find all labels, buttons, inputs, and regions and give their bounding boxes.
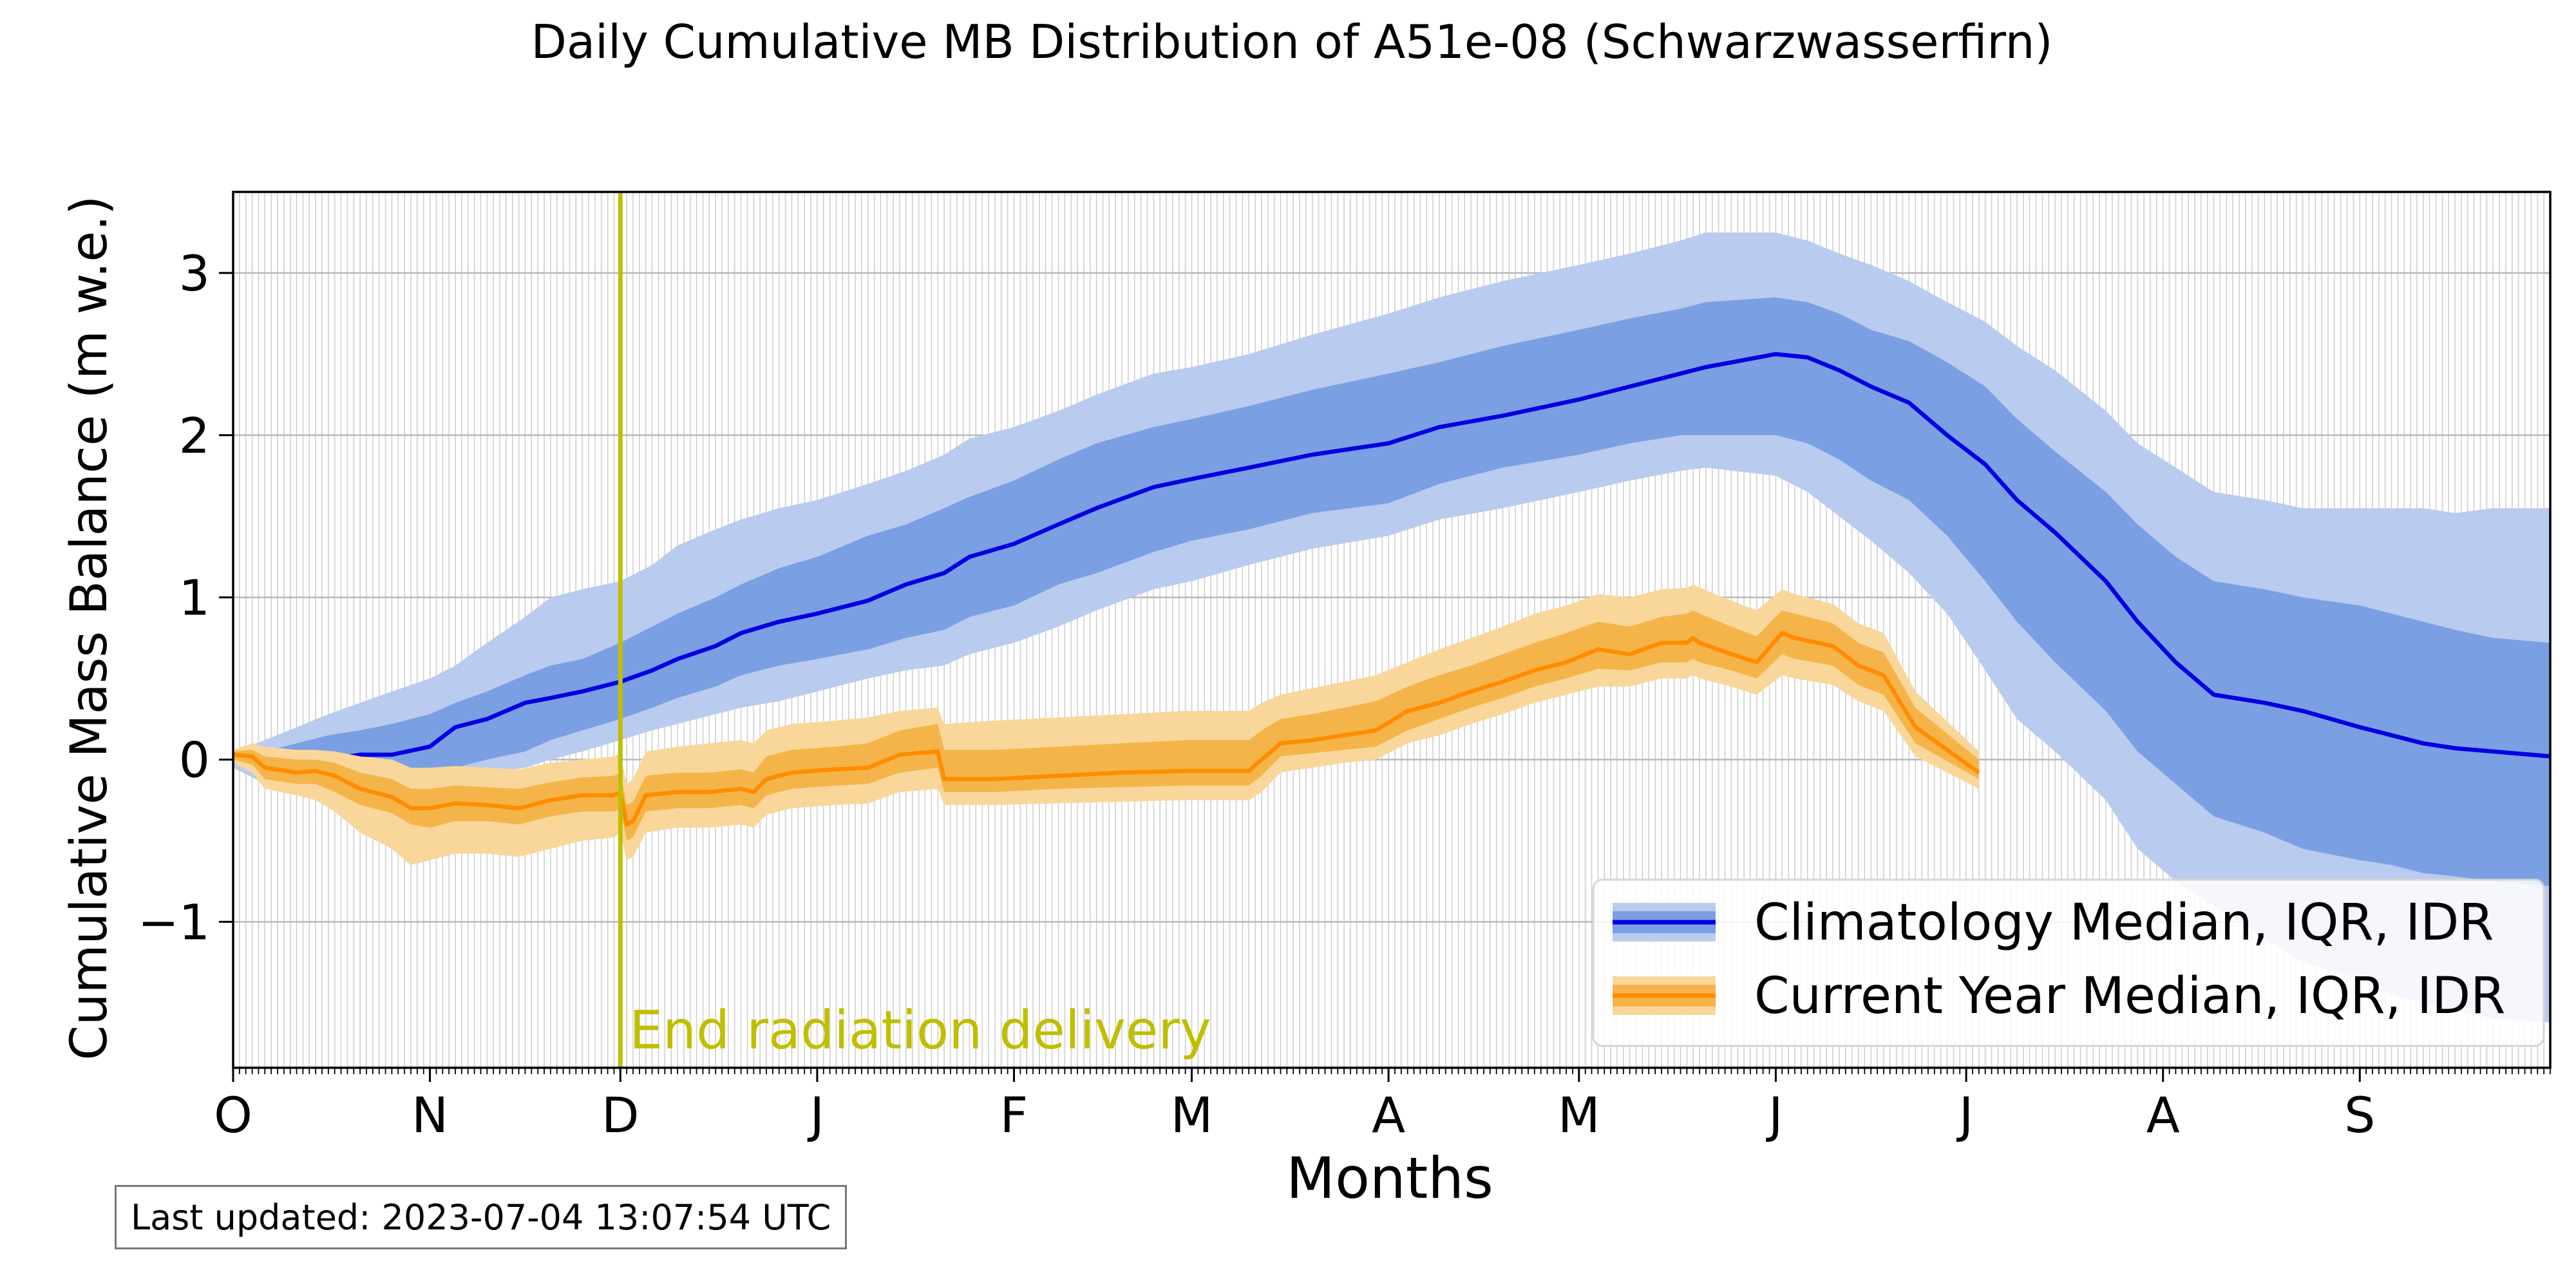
climatology-iqr-band <box>233 297 2550 886</box>
chart-title: Daily Cumulative MB Distribution of A51e… <box>531 15 2053 69</box>
x-tick-label: F <box>1000 1086 1028 1144</box>
x-tick-label: A <box>1372 1086 1405 1144</box>
x-tick-label: N <box>412 1086 448 1144</box>
climatology-median-line <box>233 352 2550 767</box>
x-tick-label: S <box>2344 1086 2375 1144</box>
legend: Climatology Median, IQR, IDR Current Year… <box>1592 878 2545 1047</box>
y-tick-label: 3 <box>179 245 210 302</box>
y-tick-label: 1 <box>179 569 210 627</box>
current-year-median-line <box>233 630 1980 827</box>
end-radiation-delivery-label: End radiation delivery <box>629 1000 1211 1061</box>
x-tick-label: J <box>808 1086 824 1144</box>
plot-area: End radiation delivery O N D J F M A M J J A S −1 0 1 2 3… <box>138 191 2552 1144</box>
x-tick-label: M <box>1558 1086 1600 1144</box>
y-tick-label: 0 <box>179 731 210 788</box>
y-tick-label: 2 <box>179 407 210 464</box>
legend-label: Climatology Median, IQR, IDR <box>1754 894 2494 952</box>
x-tick-label: O <box>214 1086 252 1144</box>
x-axis-label: Months <box>1286 1145 1493 1211</box>
y-tick-label: −1 <box>138 893 210 951</box>
last-updated-box: Last updated: 2023-07-04 13:07:54 UTC <box>115 1185 848 1249</box>
x-tick-label: J <box>1956 1086 1973 1144</box>
legend-label: Current Year Median, IQR, IDR <box>1754 967 2505 1025</box>
plot-frame <box>232 191 2552 1069</box>
y-axis-label: Cumulative Mass Balance (m w.e.) <box>61 196 118 1061</box>
x-tick-label: D <box>601 1086 639 1144</box>
last-updated-text: Last updated: 2023-07-04 13:07:54 UTC <box>131 1197 831 1238</box>
x-tick-label: A <box>2146 1086 2180 1144</box>
series-layer <box>233 232 2550 1023</box>
x-tick-label: J <box>1766 1086 1783 1144</box>
x-tick-label: M <box>1171 1086 1213 1144</box>
x-minor-ticks <box>232 1068 2551 1074</box>
legend-box <box>1592 878 2545 1047</box>
